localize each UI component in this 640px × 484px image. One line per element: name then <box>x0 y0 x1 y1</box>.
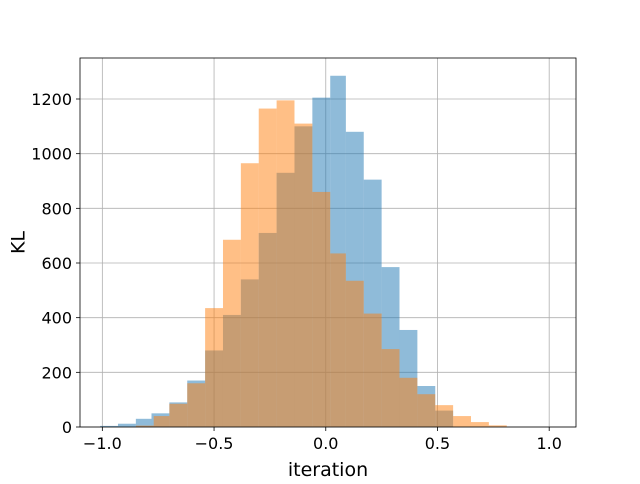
y-tick-label: 1200 <box>31 90 72 109</box>
y-tick-label: 400 <box>41 309 72 328</box>
histogram-bar <box>435 405 454 427</box>
histogram-bar <box>488 425 507 427</box>
histogram-bar <box>417 394 436 427</box>
y-tick-label: 200 <box>41 363 72 382</box>
histogram-bar <box>276 100 295 427</box>
histogram-bar <box>100 425 118 427</box>
histogram-bars <box>100 75 507 428</box>
y-tick-label: 600 <box>41 254 72 273</box>
histogram-bar <box>399 377 418 427</box>
histogram-bar <box>187 383 206 427</box>
histogram-bar <box>117 423 136 427</box>
x-tick-label: 0.5 <box>425 434 450 453</box>
histogram-bar <box>345 280 364 427</box>
x-tick-label: −0.5 <box>195 434 234 453</box>
histogram-bar <box>363 313 382 427</box>
histogram-bar <box>312 191 331 427</box>
histogram-bar <box>222 239 241 427</box>
histogram-bar <box>381 349 400 427</box>
histogram-bar <box>135 425 154 427</box>
histogram-bar <box>205 308 223 427</box>
histogram-bar <box>453 416 471 427</box>
y-tick-label: 800 <box>41 199 72 218</box>
x-axis-label: iteration <box>288 459 368 480</box>
x-tick-label: 1.0 <box>536 434 561 453</box>
histogram-bar <box>294 123 313 427</box>
histogram-bar <box>258 108 277 428</box>
x-tick-label: −1.0 <box>83 434 122 453</box>
x-tick-label: 0.0 <box>313 434 338 453</box>
histogram-bar <box>153 416 170 427</box>
histogram-bar <box>169 403 188 427</box>
y-tick-label: 1000 <box>31 145 72 164</box>
histogram-bar <box>135 418 152 427</box>
histogram-bar <box>470 422 489 427</box>
y-axis-label: KL <box>8 231 30 254</box>
plot-frame <box>79 57 577 428</box>
axis-ticks: −1.0 −0.5 0.0 0.5 1.0 0 200 400 600 800 1000 1200 <box>31 90 562 453</box>
y-tick-label: 0 <box>62 418 72 437</box>
histogram-bar <box>240 163 259 427</box>
series-1-bars <box>135 100 507 428</box>
histogram-bar <box>330 253 346 427</box>
